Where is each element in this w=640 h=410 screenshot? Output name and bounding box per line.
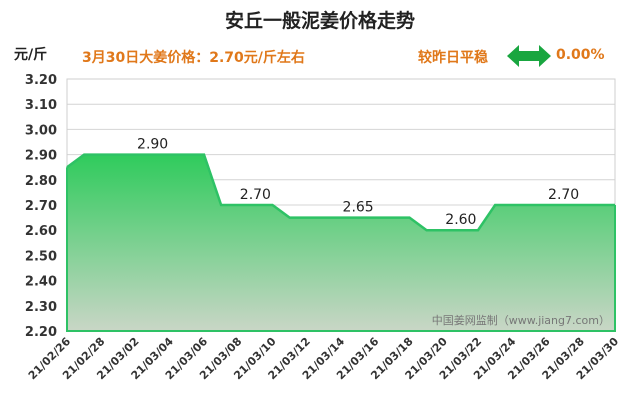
- y-tick-label: 2.50: [25, 249, 57, 264]
- y-tick-label: 2.80: [25, 174, 57, 189]
- data-label: 2.70: [240, 187, 271, 203]
- today-price-text: 3月30日大姜价格：2.70元/斤左右: [82, 50, 305, 66]
- y-tick-label: 3.00: [25, 123, 57, 138]
- chart-title: 安丘一般泥姜价格走势: [224, 10, 415, 32]
- y-tick-label: 2.60: [25, 224, 57, 239]
- y-tick-label: 2.70: [25, 199, 57, 214]
- compare-label: 较昨日平稳: [418, 50, 488, 66]
- y-axis-unit: 元/斤: [14, 47, 48, 63]
- area-outline: [66, 167, 616, 332]
- y-tick-label: 3.20: [25, 73, 57, 88]
- area-fill: [67, 154, 615, 331]
- left-right-arrow-icon: [507, 45, 551, 67]
- price-line: [66, 153, 615, 232]
- watermark: 中国姜网监制（www.jiang7.com）: [432, 313, 610, 327]
- data-label: 2.65: [343, 200, 374, 216]
- y-tick-label: 2.20: [25, 325, 57, 340]
- y-axis-ticks: 3.20 3.10 3.00 2.90 2.80 2.70 2.60 2.50 2.40 2.30…: [25, 73, 57, 340]
- data-label: 2.60: [445, 212, 476, 228]
- y-tick-label: 2.90: [25, 149, 57, 164]
- data-label: 2.90: [137, 137, 168, 153]
- x-axis-ticks: 21/02/2621/02/2821/03/0221/03/0421/03/06…: [26, 335, 622, 383]
- y-tick-label: 2.30: [25, 300, 57, 315]
- y-tick-label: 3.10: [25, 98, 57, 113]
- y-tick-label: 2.40: [25, 275, 57, 290]
- data-label: 2.70: [548, 187, 579, 203]
- area-series: [66, 153, 616, 332]
- data-labels: 2.90 2.70 2.65 2.60 2.70: [137, 137, 579, 229]
- compare-value: 0.00%: [556, 47, 605, 63]
